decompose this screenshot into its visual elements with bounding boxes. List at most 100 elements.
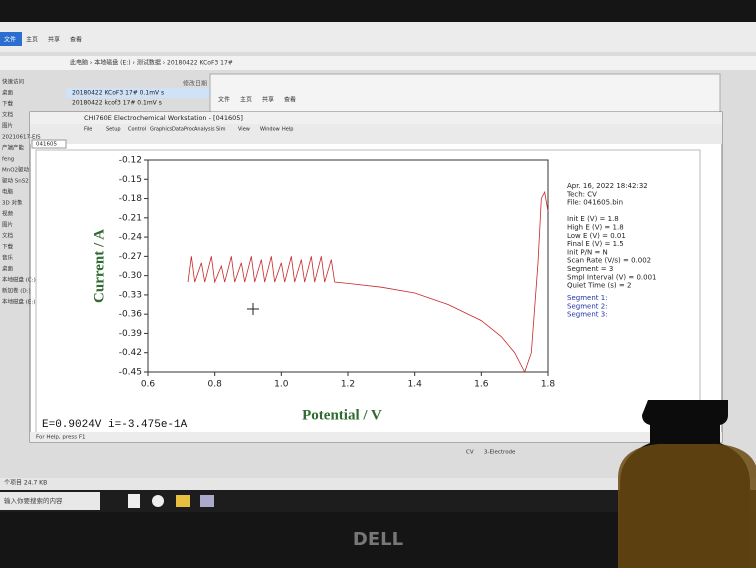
task-icon[interactable]	[128, 494, 140, 508]
ribbon-tab: 查看	[284, 96, 296, 104]
y-tick-label: -0.21	[119, 213, 142, 223]
search-box[interactable]	[0, 492, 100, 510]
nav-item: 图片	[2, 122, 13, 130]
help-text: For Help, press F1	[36, 435, 86, 441]
bottle-glass	[618, 444, 756, 568]
info-line: Low E (V) = 0.01	[567, 232, 626, 240]
nav-item: 音乐	[2, 254, 14, 262]
y-tick-label: -0.42	[119, 348, 142, 358]
column-header: 修改日期	[183, 80, 207, 88]
menu-item: Control	[128, 127, 146, 133]
file-tab	[0, 32, 22, 46]
y-tick-label: -0.12	[119, 156, 142, 166]
nav-item: 本地磁盘 (E:)	[2, 298, 35, 306]
info-line: Scan Rate (V/s) = 0.002	[567, 257, 651, 265]
x-tick-label: 1.8	[541, 380, 556, 390]
info-line: Init P/N = N	[567, 248, 608, 256]
data-line	[187, 190, 549, 374]
nav-item: 20210617-EIS	[2, 135, 41, 141]
nav-item: 本地磁盘 (C:)	[2, 276, 36, 284]
title-bar	[30, 112, 722, 124]
ribbon-tab: 共享	[48, 36, 60, 44]
y-tick-label: -0.39	[119, 329, 143, 339]
ribbon-tab: 共享	[262, 96, 274, 104]
info-line: Final E (V) = 1.5	[567, 240, 624, 248]
menu-item: View	[238, 127, 250, 133]
info-line: Init E (V) = 1.8	[567, 215, 619, 223]
doc-tab[interactable]	[31, 139, 67, 149]
search-text: 输入你要搜索的内容	[4, 496, 63, 505]
segment-label: Segment 1:	[567, 294, 608, 302]
x-axis-label: Potential / V	[302, 407, 382, 423]
nav-item: 文档	[2, 232, 14, 240]
y-tick-label: -0.24	[119, 233, 143, 243]
y-tick-label: -0.27	[119, 252, 142, 262]
nav-item: MnO2驱动	[2, 167, 30, 174]
status-electrode: 3-Electrode	[484, 450, 516, 456]
explorer-status: 个项目 24.7 KB	[4, 480, 47, 487]
nav-item: 新加卷 (D:)	[2, 287, 31, 295]
y-tick-label: -0.30	[119, 271, 143, 281]
x-tick-label: 0.6	[141, 380, 156, 390]
x-tick-label: 1.0	[274, 380, 289, 390]
bezel-logo: DELL	[353, 529, 403, 550]
task-icon[interactable]	[200, 495, 214, 507]
nav-item: 图片	[2, 221, 13, 229]
segment-label: Segment 3:	[567, 311, 608, 319]
second-explorer	[209, 73, 721, 115]
nav-item: 3D 对象	[2, 199, 23, 207]
menu-item: DataProc	[172, 127, 195, 133]
ribbon-tab: 查看	[70, 36, 82, 44]
nav-item: feng	[2, 157, 14, 163]
address: 此电脑 › 本地磁盘 (E:) › 测试数据 › 20180422 KCoF3 …	[70, 59, 233, 67]
info-line: Segment = 3	[567, 265, 613, 273]
nav-item: 快速访问	[2, 78, 24, 86]
nav-item: 桌面	[2, 265, 14, 273]
nav-item: 下载	[2, 100, 14, 108]
menu-item: Window	[260, 127, 280, 133]
nav-item: 驱动 SnS2	[2, 178, 29, 185]
ribbon-tab: 主页	[26, 36, 38, 44]
nav-item: 下载	[2, 243, 14, 251]
address-bar	[0, 56, 756, 70]
nav-item: 视频	[2, 210, 14, 218]
x-tick-label: 1.6	[474, 380, 489, 390]
y-tick-label: -0.33	[119, 290, 142, 300]
toolbar	[30, 124, 722, 144]
info-line: Tech: CV	[566, 190, 597, 198]
info-line: Apr. 16, 2022 18:42:32	[567, 182, 648, 190]
explorer-ribbon	[0, 22, 756, 52]
info-line: High E (V) = 1.8	[567, 224, 624, 232]
file-row	[66, 88, 216, 98]
menu-item: File	[84, 127, 92, 133]
doc-tab-label: 041605	[36, 142, 57, 148]
segment-label: Segment 2:	[567, 302, 608, 310]
y-tick-label: -0.18	[119, 194, 143, 204]
menu-item: Sim	[216, 127, 226, 133]
menu-item: Setup	[106, 127, 121, 133]
y-axis-label: Current / A	[91, 229, 107, 303]
x-tick-label: 1.2	[341, 380, 355, 390]
task-icon[interactable]	[152, 495, 164, 507]
file: 20180422 kcof3 17# 0.1mV s	[72, 100, 162, 107]
nav-item: 产端产能	[2, 144, 25, 152]
ribbon-tab: 文件	[4, 36, 16, 44]
ribbon-tab: 文件	[218, 96, 230, 104]
file: 20180422 KCoF3 17# 0.1mV s	[72, 90, 164, 97]
y-tick-label: -0.15	[119, 175, 142, 185]
status-strip	[0, 478, 756, 490]
ribbon-tab: 主页	[240, 96, 252, 104]
y-tick-label: -0.45	[119, 368, 142, 378]
y-tick-label: -0.36	[119, 310, 143, 320]
task-icon[interactable]	[176, 495, 190, 507]
x-tick-label: 1.4	[408, 380, 423, 390]
x-tick-label: 0.8	[208, 380, 223, 390]
info-line: Quiet Time (s) = 2	[567, 282, 631, 290]
info-line: File: 041605.bin	[567, 199, 623, 207]
menu-item: Analysis	[194, 127, 215, 133]
nav-item: 电脑	[2, 188, 14, 196]
nav-item: 文档	[2, 111, 14, 119]
status-tech: CV	[466, 450, 474, 456]
